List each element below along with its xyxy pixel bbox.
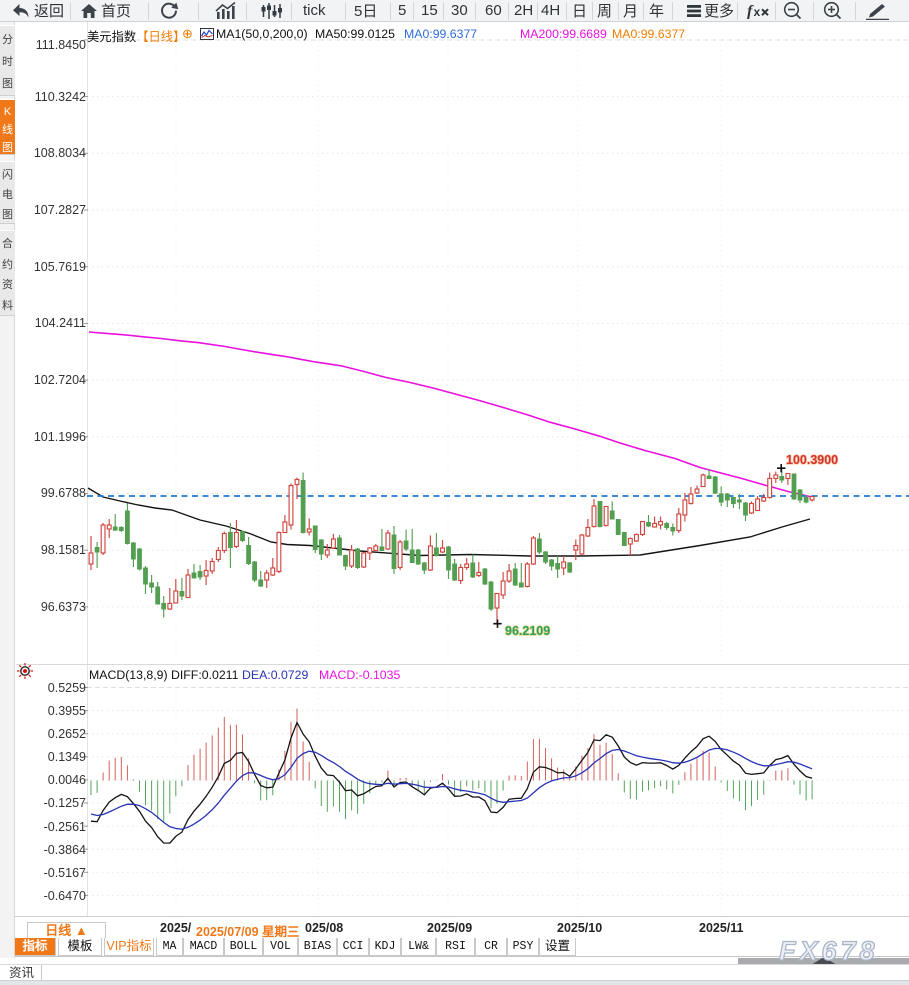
svg-text:96.2109: 96.2109	[505, 624, 550, 638]
svg-text:x: x	[754, 5, 761, 19]
svg-text:100.3900: 100.3900	[786, 453, 838, 467]
svg-text:f: f	[747, 3, 754, 19]
